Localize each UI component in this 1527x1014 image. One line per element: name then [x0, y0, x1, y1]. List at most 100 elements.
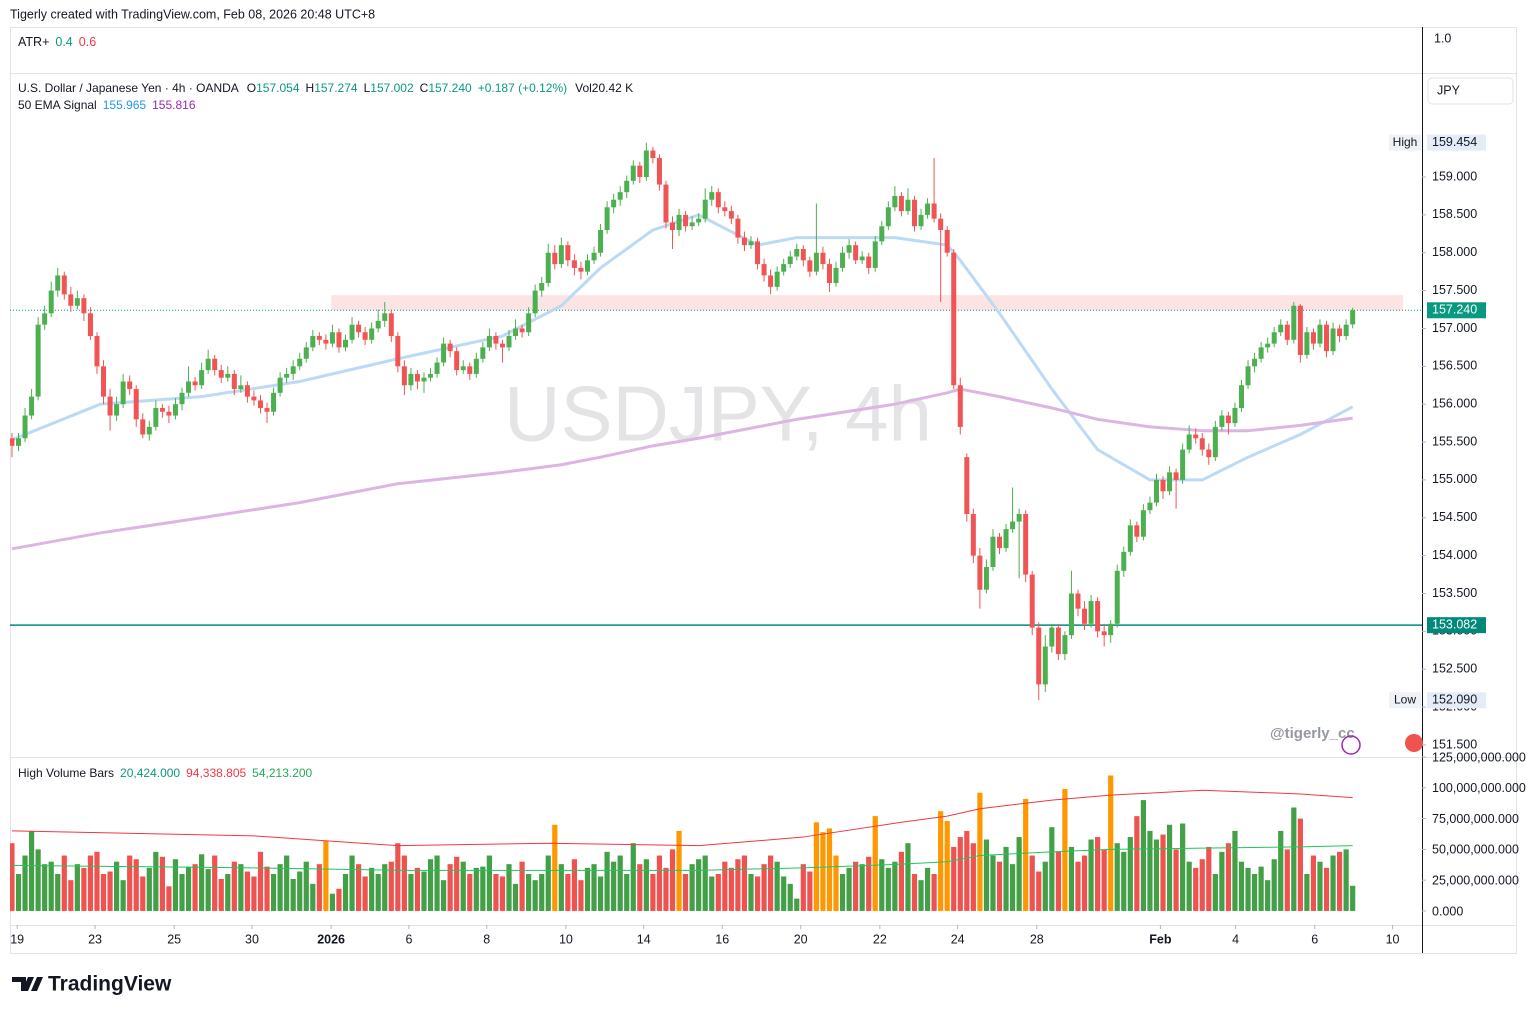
- level-label: 153.082: [1432, 617, 1477, 631]
- candle-body: [905, 199, 911, 212]
- candle-body: [1029, 574, 1035, 628]
- volume-bar: [94, 851, 100, 911]
- volume-bar: [277, 864, 283, 911]
- indicator-value: 155.816: [152, 98, 196, 112]
- volume-bar: [212, 855, 218, 911]
- volume-bar: [859, 864, 865, 911]
- y-tick-label: 125,000,000.000: [1432, 750, 1526, 764]
- volume-bar: [257, 851, 264, 911]
- volume-bar: [146, 867, 152, 911]
- candle-body: [774, 271, 780, 287]
- volume-bar: [879, 859, 885, 911]
- axes: JPY151.500152.000152.500153.000153.50015…: [10, 77, 1526, 946]
- volume-bar: [159, 856, 165, 911]
- change: +0.187 (+0.12%): [478, 81, 567, 95]
- volume-bar: [199, 854, 205, 911]
- volume-bar: [1101, 849, 1107, 911]
- candle-body: [1337, 328, 1343, 337]
- icon: [1341, 735, 1361, 755]
- volume-bar: [1173, 849, 1179, 911]
- volume-bar: [1147, 830, 1153, 911]
- volume-bar: [1245, 867, 1251, 911]
- volume-bar: [1016, 837, 1022, 911]
- candle-body: [604, 207, 610, 231]
- volume-bar: [1291, 807, 1297, 911]
- candle-body: [1291, 305, 1297, 340]
- volume-bar: [1180, 823, 1186, 911]
- candle-body: [460, 366, 466, 371]
- volume-bar: [846, 867, 852, 911]
- candle-body: [447, 343, 453, 352]
- x-tick-label: 2026: [317, 932, 345, 946]
- volume-bar: [1206, 846, 1212, 911]
- volume-bar: [872, 816, 878, 911]
- candle-body: [1010, 521, 1016, 530]
- volume-bar: [545, 855, 551, 911]
- volume-bar: [656, 855, 663, 911]
- candle-body: [846, 245, 852, 253]
- atr-axis-label: 1.0: [1434, 31, 1451, 45]
- candle-body: [362, 332, 368, 340]
- x-tick-label: 25: [167, 932, 181, 946]
- candle-body: [1343, 324, 1349, 337]
- candle-body: [264, 407, 270, 412]
- y-tick-label: 155.500: [1432, 434, 1477, 448]
- ohlc-label: O: [247, 81, 256, 95]
- volume-bar: [1310, 855, 1317, 911]
- candle-body: [16, 438, 22, 446]
- volume-bar: [898, 851, 905, 911]
- volume-bar: [663, 867, 669, 911]
- candle-body: [218, 370, 224, 378]
- volume-bar: [414, 867, 421, 911]
- volume-bar: [741, 855, 748, 911]
- candle-body: [1310, 332, 1316, 344]
- candle-body: [428, 373, 434, 378]
- candle-body: [761, 264, 767, 276]
- candle-body: [826, 264, 832, 284]
- volume-bar: [185, 866, 192, 911]
- volume-bar: [571, 859, 578, 911]
- candle-body: [970, 513, 976, 556]
- candle-body: [931, 203, 937, 219]
- icon: [1405, 734, 1423, 752]
- x-tick-label: 6: [1311, 932, 1318, 946]
- candle-body: [552, 252, 558, 265]
- candle-body: [297, 358, 303, 367]
- volume-bar: [839, 874, 846, 911]
- volume-bar: [87, 855, 94, 911]
- volume-bar: [1075, 861, 1081, 911]
- volume-bar: [349, 855, 355, 911]
- candle-body: [22, 415, 28, 439]
- candle-body: [343, 339, 349, 348]
- volume-bar: [892, 861, 898, 911]
- candle-body: [388, 313, 394, 337]
- candle-body: [1350, 310, 1356, 325]
- volume-bar: [81, 867, 87, 911]
- y-tick-label: 157.000: [1432, 321, 1477, 335]
- candle-body: [656, 158, 662, 185]
- volume-bar: [447, 864, 453, 911]
- candle-body: [127, 381, 133, 390]
- volume-bar: [944, 821, 950, 911]
- candle-body: [225, 373, 231, 378]
- candle-body: [1049, 627, 1055, 647]
- volume-bar: [251, 876, 257, 911]
- candle-body: [1252, 358, 1258, 367]
- volume-bar: [669, 849, 676, 911]
- candle-body: [290, 366, 296, 374]
- atr-legend: ATR+ 0.4 0.6: [18, 35, 96, 49]
- volume-bar: [133, 859, 139, 911]
- candle-body: [205, 358, 211, 371]
- handle: @tigerly_cc: [1270, 725, 1355, 742]
- candle-body: [709, 192, 715, 200]
- currency-button[interactable]: [1427, 77, 1514, 105]
- candle-body: [146, 426, 152, 435]
- volume-bar: [28, 830, 35, 911]
- candle-body: [1088, 601, 1094, 624]
- volume-bar: [1284, 849, 1290, 911]
- ema-line: [11, 387, 1353, 551]
- x-tick-label: 19: [10, 932, 24, 946]
- candle-body: [676, 214, 682, 231]
- volume-bar: [611, 861, 617, 911]
